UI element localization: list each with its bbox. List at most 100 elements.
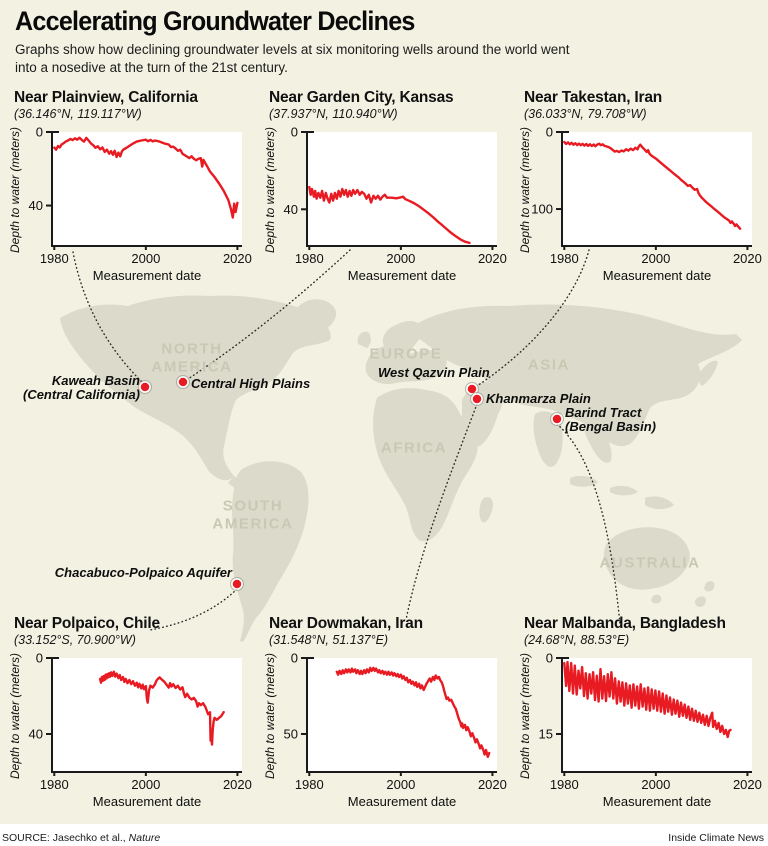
axes (561, 131, 752, 247)
y-axis-label-wrap: Depth to water (meters) (518, 650, 532, 802)
continent-label-america: AMERICA (151, 358, 233, 376)
location-label-line: (Central California) (22, 387, 140, 403)
chart-card-takestan: Near Takestan, Iran (36.033°N, 79.708°W)… (518, 88, 768, 283)
landmass-new-zealand-south (694, 596, 706, 608)
location-label-kaweah-basin: Kaweah Basin (Central California) (22, 373, 140, 403)
plot-wrap: Depth to water (meters) 0 40 1980 2000 2020 (8, 124, 260, 276)
plot-wrap: Depth to water (meters) 0 50 1980 2000 2020 (263, 650, 515, 802)
y-axis-label-wrap: Depth to water (meters) (518, 124, 532, 276)
y-tick-label: 50 (284, 727, 298, 742)
y-tick-label: 0 (36, 125, 43, 140)
plot-wrap: Depth to water (meters) 0 100 1980 2000 2020 (518, 124, 768, 276)
plot-svg: 0 40 1980 2000 2020 (29, 651, 252, 793)
data-line (308, 185, 471, 245)
x-axis-label: Measurement date (347, 794, 457, 809)
continent-label-north: NORTH (161, 340, 223, 358)
landmass-north-america (60, 295, 331, 481)
connector-central-high-plains (187, 249, 351, 380)
location-label-line: Kaweah Basin (51, 373, 140, 388)
chart-coordinates: (24.68°N, 88.53°E) (524, 633, 630, 647)
map-annotations (72, 249, 621, 631)
y-axis-label: Depth to water (meters) (263, 126, 277, 254)
x-axis-label: Measurement date (602, 268, 712, 283)
plot-wrap: Depth to water (meters) 0 40 1980 2000 2020 (8, 650, 260, 802)
plot-svg: 0 15 1980 2000 2020 (539, 651, 762, 793)
y-axis-label-wrap: Depth to water (meters) (263, 124, 277, 276)
chart-title: Near Dowmakan, Iran (269, 615, 423, 632)
x-axis-label: Measurement date (347, 268, 457, 283)
y-axis-label: Depth to water (meters) (263, 652, 277, 780)
y-tick-label: 15 (539, 727, 553, 742)
continent-label-asia: ASIA (527, 356, 571, 374)
continent-label-america: AMERICA (212, 515, 294, 533)
x-tick-label: 2000 (641, 251, 670, 266)
chart-coordinates: (36.146°N, 119.117°W) (14, 107, 142, 121)
data-line (563, 140, 742, 230)
plot-svg: 0 100 1980 2000 2020 (532, 125, 762, 267)
plot-svg: 0 40 1980 2000 2020 (29, 125, 252, 267)
location-label-line: West Qazvin Plain (378, 365, 490, 380)
chart-coordinates: (31.548°N, 51.137°E) (269, 633, 389, 647)
y-tick-label: 40 (29, 727, 43, 742)
chart-coordinates: (33.152°S, 70.900°W) (14, 633, 136, 647)
plot-wrap: Depth to water (meters) 0 40 1980 2000 2020 (263, 124, 515, 276)
map-marker-kaweah-basin (139, 381, 151, 393)
landmass-indochina (583, 419, 612, 463)
map-marker-chacabuco-polpaico (231, 578, 243, 590)
landmass-british-isles (357, 331, 371, 348)
map-marker-ring-kaweah-basin (138, 380, 152, 394)
landmass-south-america (232, 461, 309, 642)
plot-area (52, 658, 242, 772)
location-label-line: (Bengal Basin) (565, 419, 657, 435)
x-tick-label: 2000 (641, 777, 670, 792)
plot-svg: 0 50 1980 2000 2020 (284, 651, 507, 793)
location-label-line: Khanmarza Plain (486, 391, 591, 406)
location-label-central-high-plains: Central High Plains (191, 376, 310, 391)
chart-title: Near Malbanda, Bangladesh (524, 615, 726, 632)
plot-wrap: Depth to water (meters) 0 15 1980 2000 2020 (518, 650, 768, 802)
y-tick-label: 100 (532, 202, 553, 217)
continent-label-europe: EUROPE (369, 345, 443, 363)
chart-title: Near Plainview, California (14, 89, 198, 106)
map-marker-ring-chacabuco-polpaico (230, 577, 244, 591)
data-line (98, 670, 225, 746)
landmass-europe (365, 321, 447, 384)
x-axis-label: Measurement date (92, 794, 202, 809)
chart-title: Near Takestan, Iran (524, 89, 663, 106)
map-marker-ring-khanmarza-plain (470, 392, 484, 406)
map-marker-ring-central-high-plains (176, 375, 190, 389)
connector-kaweah-basin (72, 251, 146, 386)
landmass-africa (373, 388, 478, 542)
axes (561, 657, 752, 773)
plot-area (562, 132, 752, 246)
location-label-line: Barind Tract (565, 405, 642, 420)
x-axis-label: Measurement date (92, 268, 202, 283)
x-tick-label: 2020 (223, 251, 252, 266)
landmass-australia (603, 527, 690, 590)
landmass-asia (408, 304, 742, 447)
location-label-line: Chacabuco-Polpaico Aquifer (54, 565, 232, 580)
y-axis-label: Depth to water (meters) (8, 652, 22, 780)
chart-title: Near Polpaico, Chile (14, 615, 160, 632)
source-prefix: SOURCE: Jasechko et al., (2, 832, 129, 844)
y-axis-label-wrap: Depth to water (meters) (263, 650, 277, 802)
y-tick-label: 40 (284, 202, 298, 217)
x-tick-label: 1980 (40, 777, 69, 792)
axes (306, 131, 497, 247)
y-tick-label: 0 (291, 651, 298, 666)
y-axis-label-wrap: Depth to water (meters) (8, 124, 22, 276)
chart-coordinates: (37.937°N, 110.940°W) (269, 107, 398, 121)
chart-title: Near Garden City, Kansas (269, 89, 454, 106)
source-journal: Nature (128, 832, 161, 844)
location-label-chacabuco-polpaico: Chacabuco-Polpaico Aquifer (54, 565, 232, 580)
landmass-tasmania (651, 594, 662, 604)
data-line (563, 660, 732, 739)
chart-card-garden-city: Near Garden City, Kansas (37.937°N, 110.… (263, 88, 515, 283)
publisher-credit: Inside Climate News (668, 832, 764, 844)
y-axis-label: Depth to water (meters) (518, 126, 532, 254)
landmass-new-zealand-north (704, 581, 715, 592)
page-title: Accelerating Groundwater Declines (15, 6, 415, 36)
y-axis-label: Depth to water (meters) (8, 126, 22, 254)
